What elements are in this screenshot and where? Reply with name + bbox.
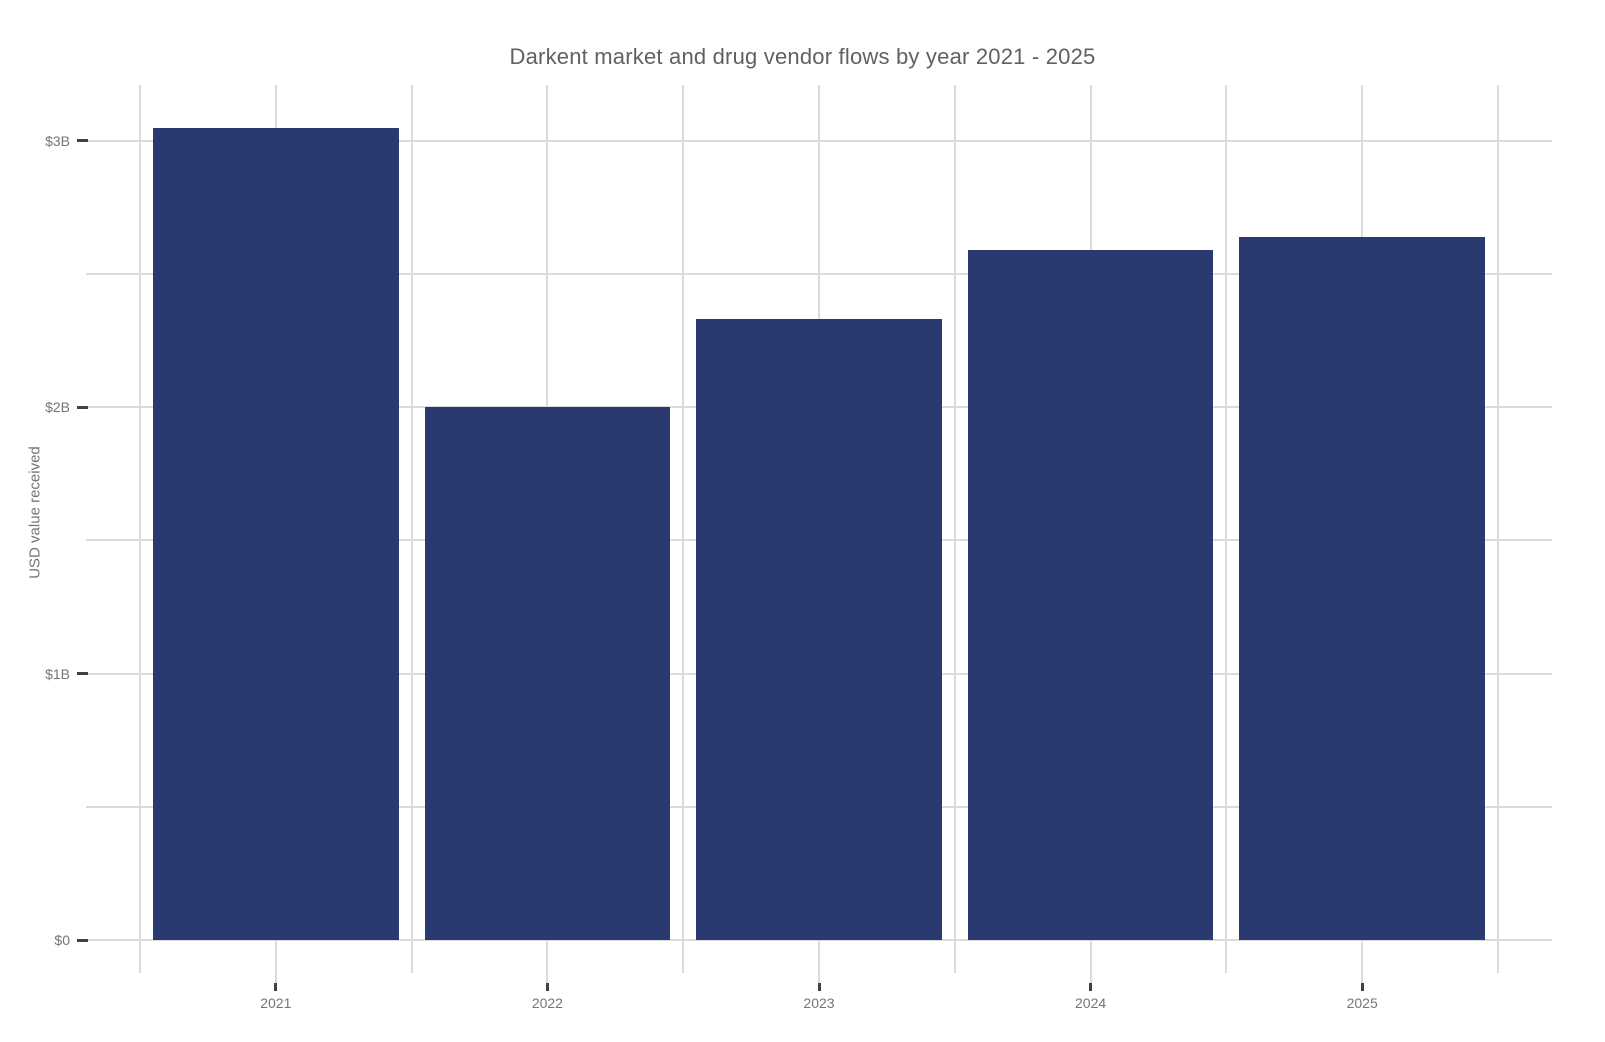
bar-2024 [967, 250, 1214, 940]
y-tick-label: $3B [45, 132, 70, 149]
x-tick-label: 2023 [803, 995, 835, 1011]
x-tick-mark [1089, 983, 1093, 991]
y-tick-mark [77, 938, 88, 942]
chart-title: Darkent market and drug vendor flows by … [509, 44, 1096, 69]
x-tick-label: 2024 [1075, 995, 1107, 1011]
x-tick-label: 2021 [260, 995, 292, 1011]
x-tick-label: 2025 [1346, 995, 1378, 1011]
x-tick-label: 2022 [531, 995, 563, 1011]
plot-area: $0 $1B $2B $3B 2021 2022 2023 2024 2025 [45, 85, 1552, 1011]
y-tick-mark [77, 139, 88, 143]
gridline-vertical [953, 85, 956, 973]
y-tick-mark [77, 672, 88, 676]
bar-2025 [1239, 236, 1486, 940]
y-tick-label: $2B [45, 399, 70, 416]
y-axis-title: USD value received [26, 446, 44, 579]
axis-ticks-layer: $0 $1B $2B $3B 2021 2022 2023 2024 2025 [45, 85, 1552, 1011]
y-tick-label: $1B [45, 665, 70, 682]
y-tick-label: $0 [54, 932, 70, 948]
x-tick-mark [817, 983, 821, 991]
bars-layer [86, 85, 1552, 940]
bar-2022 [424, 407, 671, 940]
gridline-vertical [682, 85, 685, 973]
gridline-vertical [410, 85, 413, 973]
x-tick-mark [274, 983, 278, 991]
gridline-vertical [1225, 85, 1228, 973]
gridline-vertical [139, 85, 141, 973]
bar-2021 [152, 127, 399, 940]
y-tick-mark [77, 405, 88, 409]
x-tick-mark [1360, 983, 1364, 991]
gridline-vertical [1497, 85, 1499, 973]
bar-2023 [696, 319, 942, 940]
x-tick-mark [545, 983, 549, 991]
